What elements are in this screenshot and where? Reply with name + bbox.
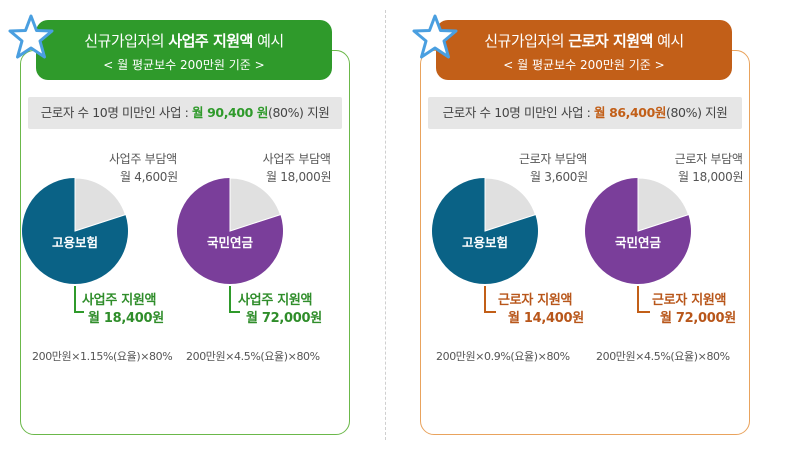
burden-label: 근로자 부담액 월 3,600원 — [518, 152, 588, 184]
pie-slice-burden — [637, 177, 690, 232]
support-label: 사업주 지원액 월 72,000원 — [238, 293, 322, 326]
formula-text: 200만원×0.9%(요율)×80% — [436, 350, 570, 363]
formula-text: 200만원×1.15%(요율)×80% — [32, 350, 173, 363]
pie-slice-burden — [229, 177, 282, 232]
worker-subsidy-bar: 근로자 수 10명 미만인 사업 : 월 86,400원(80%) 지원 — [428, 97, 742, 129]
burden-label: 근로자 부담액 월 18,000원 — [674, 152, 744, 184]
leader-line — [637, 286, 650, 313]
support-label: 근로자 지원액 월 14,400원 — [498, 293, 584, 326]
worker-subtitle: < 월 평균보수 200만원 기준 > — [503, 58, 665, 72]
burden-label: 사업주 부담액 월 18,000원 — [262, 152, 332, 184]
burden-label: 사업주 부담액 월 4,600원 — [108, 152, 178, 184]
employer-subtitle: < 월 평균보수 200만원 기준 > — [103, 58, 265, 72]
support-label: 근로자 지원액 월 72,000원 — [652, 293, 736, 326]
star-icon — [412, 14, 458, 59]
center-divider — [385, 10, 386, 440]
employer-title-banner: 신규가입자의 사업주 지원액 예시 < 월 평균보수 200만원 기준 > — [36, 20, 332, 80]
pie-slice-burden — [484, 177, 537, 232]
worker-title-banner: 신규가입자의 근로자 지원액 예시 < 월 평균보수 200만원 기준 > — [436, 20, 732, 80]
leader-line — [484, 286, 496, 313]
leader-line — [74, 286, 84, 313]
pie-center-label: 국민연금 — [615, 235, 662, 250]
pie-slice-burden — [74, 177, 127, 232]
formula-text: 200만원×4.5%(요율)×80% — [186, 350, 320, 363]
support-label: 사업주 지원액 월 18,400원 — [82, 293, 164, 326]
employer-subsidy-bar: 근로자 수 10명 미만인 사업 : 월 90,400 원(80%) 지원 — [28, 97, 342, 129]
pie-center-label: 고용보험 — [462, 235, 508, 250]
leader-line — [229, 286, 240, 313]
formula-text: 200만원×4.5%(요율)×80% — [596, 350, 730, 363]
employer-title: 신규가입자의 사업주 지원액 예시 — [84, 32, 284, 50]
pie-center-label: 고용보험 — [52, 235, 98, 250]
star-icon — [8, 14, 54, 59]
pie-center-label: 국민연금 — [207, 235, 254, 250]
worker-title: 신규가입자의 근로자 지원액 예시 — [484, 32, 684, 50]
